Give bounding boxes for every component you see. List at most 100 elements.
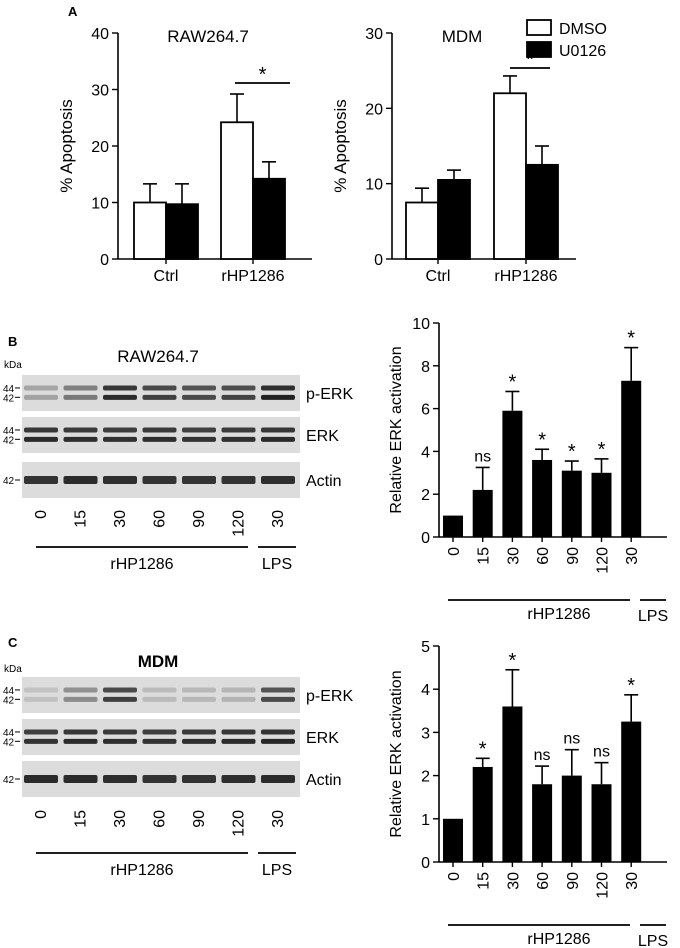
x-tick-label: 120 bbox=[595, 872, 612, 899]
bar bbox=[443, 818, 463, 862]
lane-label: 60 bbox=[152, 510, 169, 528]
blot-band bbox=[221, 738, 256, 744]
blot-row-actin: 42 Actin bbox=[3, 462, 342, 498]
x-tick-label: 90 bbox=[565, 872, 582, 890]
group-label-rhp1286: rHP1286 bbox=[527, 931, 590, 948]
legend-label: U0126 bbox=[559, 43, 606, 60]
y-tick-label: 3 bbox=[421, 725, 430, 742]
x-tick-label: 30 bbox=[505, 872, 522, 890]
y-tick-label: 10 bbox=[91, 196, 109, 213]
blot-membrane bbox=[22, 719, 300, 755]
blot-band bbox=[221, 427, 256, 433]
y-tick-label: 0 bbox=[421, 855, 430, 872]
panel-label-b: B bbox=[8, 334, 17, 349]
x-tick-label: rHP1286 bbox=[221, 268, 284, 285]
bar-u0126 bbox=[437, 178, 471, 260]
bar bbox=[591, 784, 612, 862]
lane-label: 30 bbox=[270, 510, 287, 528]
blot-band bbox=[142, 385, 177, 391]
blot-band bbox=[24, 385, 58, 391]
lane-label: 15 bbox=[73, 810, 90, 828]
kda-label: kDa bbox=[4, 360, 22, 371]
blot-band bbox=[182, 427, 216, 433]
blot-band bbox=[182, 696, 216, 702]
blot-band bbox=[103, 696, 137, 702]
y-axis-label: Relative ERK activation bbox=[388, 346, 405, 513]
y-tick-label: 0 bbox=[100, 252, 109, 269]
panel-label-a: A bbox=[68, 4, 78, 19]
y-tick-label: 10 bbox=[412, 316, 430, 333]
legend-swatch bbox=[526, 41, 552, 58]
blot-band bbox=[261, 476, 295, 484]
significance-star: * bbox=[509, 650, 517, 672]
blot-band bbox=[221, 729, 256, 735]
erk-chart-2: 0 2 4 6 8 10 Relative ERK activation 0 15 ns 30 * 60… bbox=[388, 316, 668, 625]
significance-star: * bbox=[259, 64, 267, 86]
blot-band bbox=[261, 427, 295, 433]
ns-label: ns bbox=[563, 731, 580, 748]
x-tick-label: 15 bbox=[476, 872, 493, 890]
blot-band bbox=[24, 394, 58, 400]
apoptosis-chart-1: MDM 0 10 20 30 % Apoptosis Ctrl rHP1286 * DMSO U01… bbox=[331, 19, 607, 285]
blot-band bbox=[261, 729, 295, 735]
blot-band bbox=[63, 436, 98, 442]
bar bbox=[561, 775, 582, 862]
blot-band bbox=[142, 476, 177, 484]
blot-membrane bbox=[22, 375, 300, 411]
bar-u0126 bbox=[165, 203, 199, 260]
ns-label: ns bbox=[534, 747, 551, 764]
x-tick-label: 60 bbox=[535, 547, 552, 565]
y-tick-label: 40 bbox=[91, 26, 109, 43]
blot-band bbox=[63, 427, 98, 433]
blot-band bbox=[24, 687, 58, 693]
kda-marker: 42 bbox=[3, 435, 15, 446]
lane-label: 30 bbox=[112, 510, 129, 528]
x-tick-label: Ctrl bbox=[426, 268, 451, 285]
blot-band bbox=[24, 696, 58, 702]
y-tick-label: 5 bbox=[421, 639, 430, 656]
bar-dmso bbox=[493, 92, 527, 260]
apoptosis-chart-0: RAW264.7 0 10 20 30 40 % Apoptosis Ctrl rHP1286 * bbox=[57, 26, 312, 285]
bar bbox=[502, 410, 523, 537]
x-tick-label: Ctrl bbox=[154, 268, 179, 285]
y-tick-label: 0 bbox=[374, 252, 383, 269]
group-label-rhp1286: rHP1286 bbox=[110, 556, 173, 573]
blot-band bbox=[142, 729, 177, 735]
significance-star: * bbox=[526, 49, 534, 71]
blot-band bbox=[24, 427, 58, 433]
x-tick-label: 30 bbox=[505, 547, 522, 565]
blot-band bbox=[261, 436, 295, 442]
bar-u0126 bbox=[525, 163, 559, 260]
group-label-rhp1286: rHP1286 bbox=[110, 862, 173, 879]
bar-dmso bbox=[405, 201, 439, 260]
y-tick-label: 30 bbox=[91, 83, 109, 100]
y-axis-label: Relative ERK activation bbox=[388, 670, 405, 837]
blot-band bbox=[261, 385, 295, 391]
lane-label: 120 bbox=[231, 810, 248, 837]
x-tick-label: rHP1286 bbox=[494, 268, 557, 285]
lane-label: 30 bbox=[112, 810, 129, 828]
erk-chart-3: 0 1 2 3 4 5 Relative ERK activation 0 15 * 30 * 60 ns… bbox=[388, 639, 668, 948]
blot-band bbox=[142, 738, 177, 744]
chart-title: MDM bbox=[442, 27, 483, 46]
x-tick-label: 30 bbox=[624, 547, 641, 565]
y-tick-label: 10 bbox=[365, 177, 383, 194]
blot-band bbox=[142, 696, 177, 702]
blot-band bbox=[103, 738, 137, 744]
legend-label: DMSO bbox=[559, 21, 607, 38]
group-label-lps: LPS bbox=[262, 556, 292, 573]
lane-label: 120 bbox=[231, 510, 248, 537]
y-tick-label: 8 bbox=[421, 359, 430, 376]
blot-title: RAW264.7 bbox=[117, 347, 199, 366]
y-axis-label: % Apoptosis bbox=[57, 99, 76, 193]
blot-band bbox=[182, 738, 216, 744]
group-label-lps: LPS bbox=[638, 933, 668, 948]
blot-title: MDM bbox=[138, 652, 179, 671]
lane-label: 15 bbox=[73, 510, 90, 528]
y-tick-label: 20 bbox=[91, 139, 109, 156]
x-tick-label: 120 bbox=[595, 547, 612, 574]
lane-label: 90 bbox=[191, 510, 208, 528]
